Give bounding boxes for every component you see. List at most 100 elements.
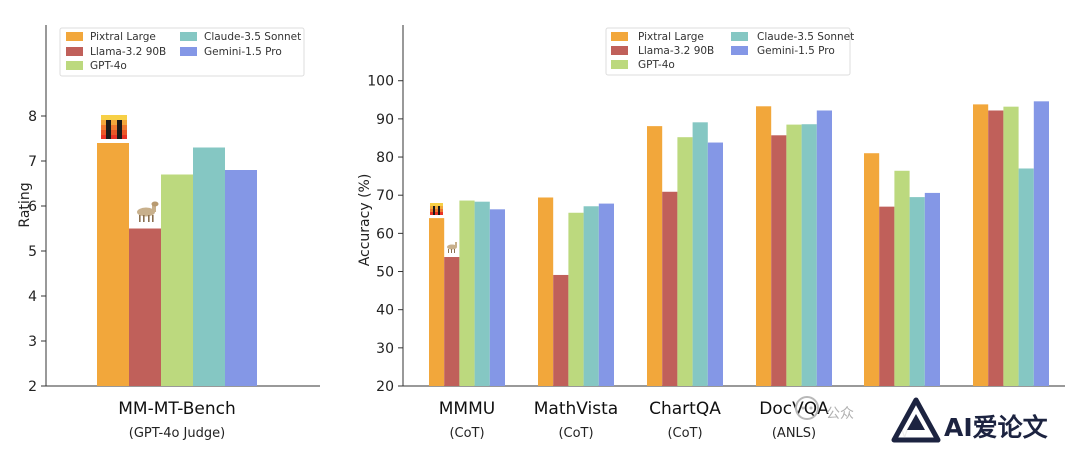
left-y-axis-title: Rating bbox=[17, 182, 33, 227]
left-legend-label-gpt: GPT-4o bbox=[90, 60, 127, 72]
right-legend-swatch-gemini bbox=[731, 46, 748, 55]
left-y-tick-label: 8 bbox=[28, 109, 37, 125]
right-bars bbox=[429, 101, 1049, 387]
right-bar-llama-3-2-90b-group-6 bbox=[988, 110, 1004, 386]
right-legend-label-gemini: Gemini-1.5 Pro bbox=[757, 45, 835, 57]
right-bar-gpt-4o-group-6 bbox=[1003, 106, 1019, 387]
right-bar-gemini-1-5-pro-docvqa bbox=[816, 110, 832, 386]
left-bars bbox=[97, 143, 257, 386]
left-legend-swatch-gpt bbox=[66, 61, 83, 70]
right-bar-llama-3-2-90b-mmmu bbox=[444, 257, 460, 386]
right-legend-swatch-claude bbox=[731, 32, 748, 41]
right-bar-claude-3-5-sonnet-group-5 bbox=[909, 197, 925, 386]
right-y-tick-label: 80 bbox=[376, 150, 394, 166]
watermark-brand-text: AI爱论文 bbox=[944, 413, 1049, 442]
zhihu-chat-icon bbox=[795, 396, 819, 420]
right-bar-claude-3-5-sonnet-chartqa bbox=[692, 122, 708, 387]
left-y-tick-label: 7 bbox=[28, 154, 37, 170]
left-legend-label-llama: Llama-3.2 90B bbox=[90, 46, 166, 58]
left-y-tick-label: 3 bbox=[28, 334, 37, 350]
right-legend: Pixtral Large Llama-3.2 90B GPT-4o Claud… bbox=[605, 27, 854, 76]
right-chart: 20 30 40 50 60 70 80 90 100 MMMU (CoT) MathVista (C… bbox=[357, 25, 1065, 441]
right-bar-pixtral-large-mmmu bbox=[429, 218, 445, 386]
left-y-ticks: 2 3 4 5 6 7 8 bbox=[28, 109, 46, 395]
left-bar-claude-3-5-sonnet-mm-mt-bench bbox=[193, 147, 225, 386]
left-bar-gemini-1-5-pro-mm-mt-bench bbox=[225, 170, 257, 386]
right-legend-label-claude: Claude-3.5 Sonnet bbox=[757, 31, 854, 43]
right-bar-gpt-4o-docvqa bbox=[786, 124, 802, 386]
right-legend-label-llama: Llama-3.2 90B bbox=[638, 45, 714, 57]
left-y-tick-label: 5 bbox=[28, 244, 37, 260]
right-bar-pixtral-large-mathvista bbox=[538, 197, 554, 386]
left-chart: 2 3 4 5 6 7 8 Rating MM-MT-Bench (GPT-4o Judge… bbox=[17, 25, 320, 441]
category-sublabel-mathvista: (CoT) bbox=[558, 426, 593, 441]
right-bar-llama-3-2-90b-chartqa bbox=[662, 191, 678, 386]
right-bar-llama-3-2-90b-mathvista bbox=[553, 274, 569, 386]
right-y-tick-label: 100 bbox=[367, 74, 394, 90]
right-bar-claude-3-5-sonnet-docvqa bbox=[801, 124, 817, 386]
right-bar-gemini-1-5-pro-chartqa bbox=[707, 142, 723, 386]
right-bar-pixtral-large-chartqa bbox=[647, 126, 663, 386]
right-legend-label-gpt: GPT-4o bbox=[638, 59, 675, 71]
category-sublabel-docvqa: (ANLS) bbox=[772, 426, 816, 441]
right-legend-label-pixtral: Pixtral Large bbox=[638, 31, 704, 43]
right-y-tick-label: 20 bbox=[376, 379, 394, 395]
right-bar-gemini-1-5-pro-group-5 bbox=[924, 192, 940, 386]
left-legend-swatch-pixtral bbox=[66, 32, 83, 41]
left-legend: Pixtral Large Llama-3.2 90B GPT-4o Claud… bbox=[59, 27, 305, 77]
right-y-axis-title: Accuracy (%) bbox=[357, 174, 373, 267]
watermark-gray-text: 公众 bbox=[826, 406, 854, 422]
left-category-label: MM-MT-Bench bbox=[118, 399, 236, 419]
left-y-tick-label: 4 bbox=[28, 289, 37, 305]
left-bar-pixtral-large-mm-mt-bench bbox=[97, 143, 129, 386]
left-legend-label-gemini: Gemini-1.5 Pro bbox=[204, 46, 282, 58]
right-y-ticks: 20 30 40 50 60 70 80 90 100 bbox=[367, 74, 403, 395]
left-bar-llama-3-2-90b-mm-mt-bench bbox=[129, 228, 161, 386]
right-bar-gpt-4o-mmmu bbox=[459, 200, 475, 386]
right-bar-claude-3-5-sonnet-group-6 bbox=[1018, 168, 1034, 386]
mistral-logo-icon-small bbox=[430, 203, 443, 215]
right-legend-frame bbox=[605, 27, 851, 76]
right-bar-gpt-4o-mathvista bbox=[568, 212, 584, 386]
left-legend-swatch-gemini bbox=[180, 47, 197, 56]
category-label-mmmu: MMMU bbox=[439, 399, 495, 419]
right-legend-swatch-llama bbox=[611, 46, 628, 55]
right-bar-llama-3-2-90b-docvqa bbox=[771, 135, 787, 386]
right-bar-pixtral-large-group-5 bbox=[864, 153, 880, 386]
right-bar-gpt-4o-group-5 bbox=[894, 170, 910, 386]
right-y-tick-label: 70 bbox=[376, 188, 394, 204]
right-bar-gemini-1-5-pro-group-6 bbox=[1033, 101, 1049, 386]
category-sublabel-chartqa: (CoT) bbox=[667, 426, 702, 441]
left-y-tick-label: 6 bbox=[28, 199, 37, 215]
right-legend-swatch-gpt bbox=[611, 60, 628, 69]
left-legend-label-claude: Claude-3.5 Sonnet bbox=[204, 31, 301, 43]
category-label-mathvista: MathVista bbox=[534, 399, 618, 419]
left-category-sublabel: (GPT-4o Judge) bbox=[129, 426, 225, 441]
category-label-docvqa: DocVQA bbox=[759, 399, 829, 419]
llama-icon-small bbox=[447, 242, 457, 253]
left-legend-swatch-llama bbox=[66, 47, 83, 56]
right-y-tick-label: 40 bbox=[376, 303, 394, 319]
left-bar-gpt-4o-mm-mt-bench bbox=[161, 174, 193, 386]
right-bar-claude-3-5-sonnet-mathvista bbox=[583, 206, 599, 386]
left-legend-label-pixtral: Pixtral Large bbox=[90, 31, 156, 43]
right-bar-llama-3-2-90b-group-5 bbox=[879, 206, 895, 386]
right-bar-pixtral-large-docvqa bbox=[756, 106, 772, 386]
category-label-chartqa: ChartQA bbox=[649, 399, 721, 419]
right-bar-claude-3-5-sonnet-mmmu bbox=[474, 201, 490, 386]
right-legend-swatch-pixtral bbox=[611, 32, 628, 41]
left-legend-swatch-claude bbox=[180, 32, 197, 41]
right-y-tick-label: 90 bbox=[376, 112, 394, 128]
llama-icon bbox=[137, 201, 159, 222]
right-y-tick-label: 60 bbox=[376, 226, 394, 242]
right-bar-pixtral-large-group-6 bbox=[973, 104, 989, 386]
right-bar-gemini-1-5-pro-mathvista bbox=[598, 203, 614, 386]
right-bar-gpt-4o-chartqa bbox=[677, 137, 693, 386]
right-category-labels: MMMU (CoT) MathVista (CoT) ChartQA (CoT) DocVQ… bbox=[439, 399, 909, 441]
category-sublabel-mmmu: (CoT) bbox=[449, 426, 484, 441]
mistral-logo-icon bbox=[101, 115, 127, 139]
left-y-tick-label: 2 bbox=[28, 379, 37, 395]
right-y-tick-label: 30 bbox=[376, 341, 394, 357]
right-bar-gemini-1-5-pro-mmmu bbox=[489, 209, 505, 386]
